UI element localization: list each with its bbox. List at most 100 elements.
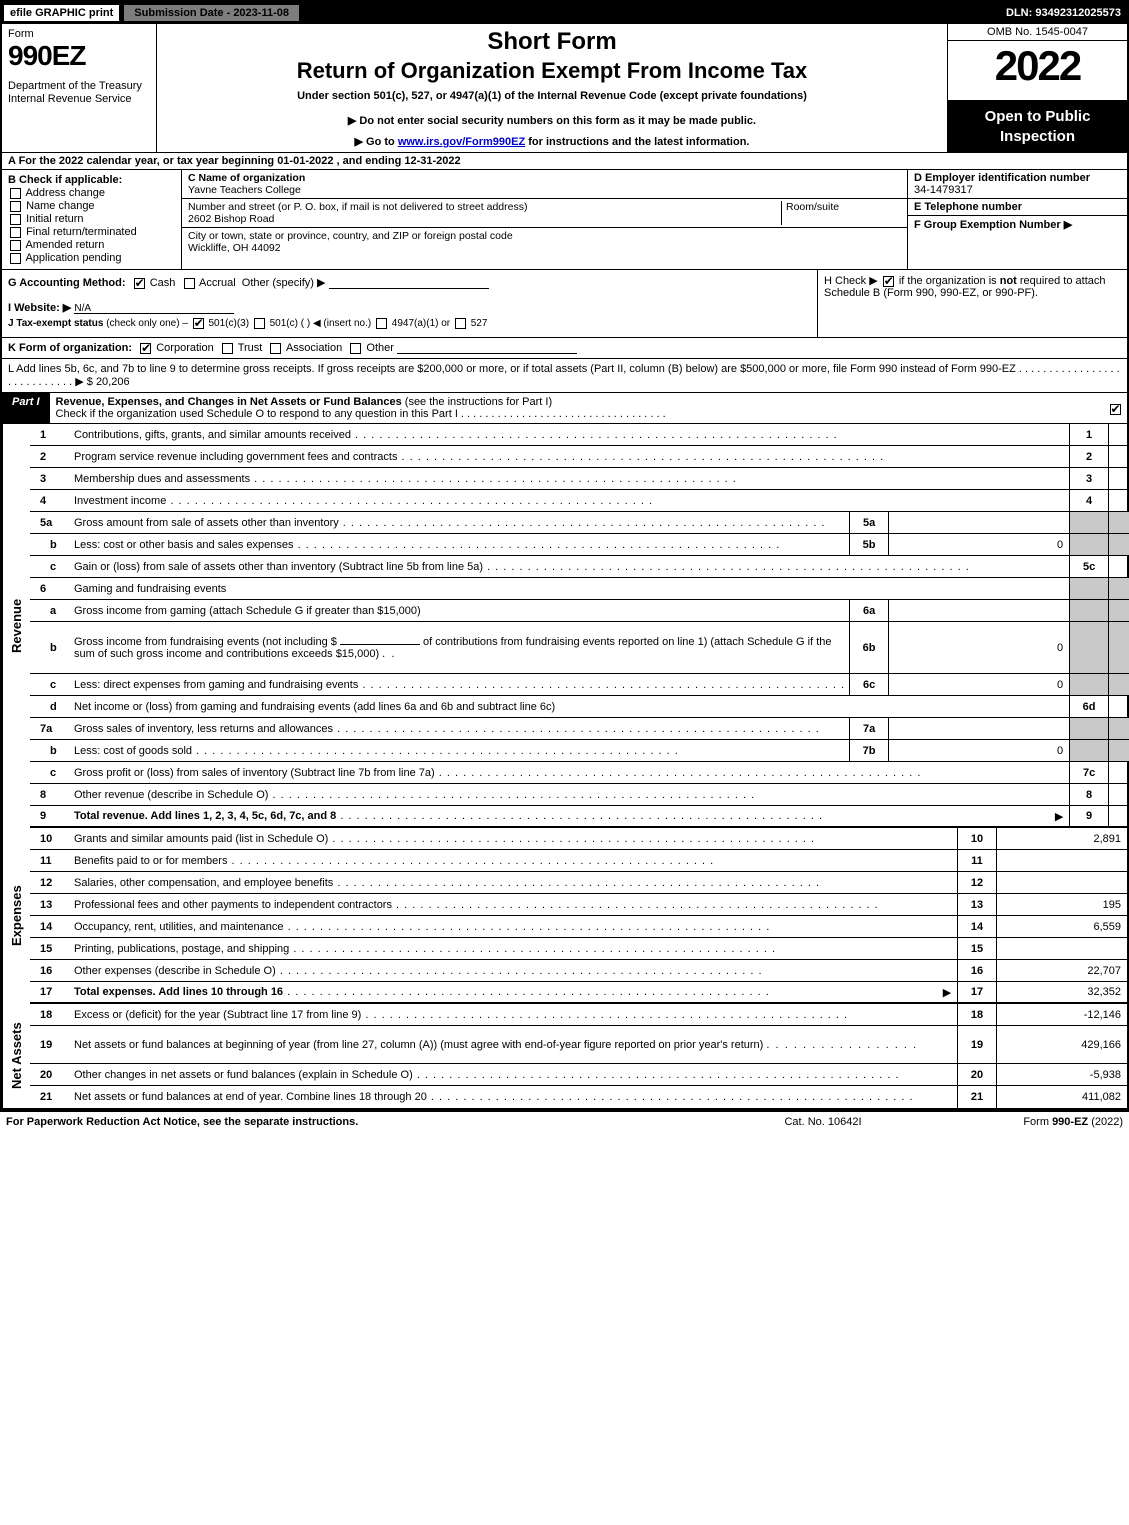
goto-note: ▶ Go to www.irs.gov/Form990EZ for instru…	[163, 135, 941, 148]
checkbox-4947-icon[interactable]	[376, 318, 387, 329]
b-header: B Check if applicable:	[8, 174, 175, 186]
line-6c: cLess: direct expenses from gaming and f…	[30, 674, 1129, 696]
org-city: Wickliffe, OH 44092	[188, 242, 281, 254]
section-c: C Name of organization Yavne Teachers Co…	[182, 170, 907, 269]
g-cash: Cash	[150, 277, 176, 289]
checkbox-icon[interactable]	[10, 214, 21, 225]
chk-final-return: Final return/terminated	[8, 226, 175, 238]
netassets-side-label: Net Assets	[2, 1004, 30, 1108]
footer-catno: Cat. No. 10642I	[723, 1116, 923, 1128]
l-value: 20,206	[96, 376, 130, 388]
j-label: J Tax-exempt status	[8, 318, 103, 329]
arrow-icon: ▶	[937, 986, 957, 999]
do-not-note: ▶ Do not enter social security numbers o…	[163, 114, 941, 127]
checkbox-trust-icon[interactable]	[222, 343, 233, 354]
department: Department of the Treasury Internal Reve…	[8, 80, 150, 106]
line-14: 14Occupancy, rent, utilities, and mainte…	[30, 916, 1127, 938]
part-i-check: Check if the organization used Schedule …	[56, 408, 1097, 420]
irs-link[interactable]: www.irs.gov/Form990EZ	[398, 136, 525, 148]
section-j: J Tax-exempt status (check only one) ‒ 5…	[8, 316, 811, 331]
checkbox-501c3-icon[interactable]	[193, 318, 204, 329]
c-name-label: C Name of organization	[188, 172, 305, 184]
c-room-label: Room/suite	[786, 201, 839, 213]
line-5a: 5aGross amount from sale of assets other…	[30, 512, 1129, 534]
checkbox-cash-icon[interactable]	[134, 278, 145, 289]
gh-row: G Accounting Method: Cash Accrual Other …	[2, 270, 1127, 338]
line-6d: dNet income or (loss) from gaming and fu…	[30, 696, 1129, 718]
c-name: C Name of organization Yavne Teachers Co…	[182, 170, 907, 199]
line-5b: bLess: cost or other basis and sales exp…	[30, 534, 1129, 556]
netassets-group: Net Assets 18Excess or (deficit) for the…	[2, 1004, 1127, 1110]
checkbox-527-icon[interactable]	[455, 318, 466, 329]
part-i-header: Part I Revenue, Expenses, and Changes in…	[2, 393, 1127, 424]
header-block: B Check if applicable: Address change Na…	[2, 170, 1127, 270]
checkbox-corp-icon[interactable]	[140, 343, 151, 354]
checkbox-h-icon[interactable]	[883, 276, 894, 287]
checkbox-icon[interactable]	[1110, 404, 1121, 415]
i-line: N/A	[74, 302, 234, 314]
line-7a: 7aGross sales of inventory, less returns…	[30, 718, 1129, 740]
part-i-tab: Part I	[2, 393, 50, 423]
line-1: 1Contributions, gifts, grants, and simil…	[30, 424, 1129, 446]
chk-address-change: Address change	[8, 187, 175, 199]
chk-initial-return: Initial return	[8, 213, 175, 225]
row-a: A For the 2022 calendar year, or tax yea…	[2, 153, 1127, 170]
checkbox-other-icon[interactable]	[350, 343, 361, 354]
ein-value: 34-1479317	[914, 184, 973, 196]
line-12: 12Salaries, other compensation, and empl…	[30, 872, 1127, 894]
line-18: 18Excess or (deficit) for the year (Subt…	[30, 1004, 1127, 1026]
goto-post: for instructions and the latest informat…	[525, 136, 749, 148]
g-other-line	[329, 277, 489, 289]
line-13: 13Professional fees and other payments t…	[30, 894, 1127, 916]
dln: DLN: 93492312025573	[1006, 7, 1127, 19]
e-label: E Telephone number	[914, 201, 1022, 213]
section-i: I Website: ▶ N/A	[8, 299, 811, 316]
section-h: H Check ▶ if the organization is not req…	[817, 270, 1127, 337]
part-i-title: Revenue, Expenses, and Changes in Net As…	[56, 396, 402, 408]
footer-left: For Paperwork Reduction Act Notice, see …	[6, 1116, 723, 1128]
line-15: 15Printing, publications, postage, and s…	[30, 938, 1127, 960]
checkbox-icon[interactable]	[10, 227, 21, 238]
line-16: 16Other expenses (describe in Schedule O…	[30, 960, 1127, 982]
efile-label: efile GRAPHIC print	[4, 5, 119, 21]
section-e: E Telephone number	[908, 199, 1127, 216]
form-word: Form	[8, 28, 150, 40]
checkbox-accrual-icon[interactable]	[184, 278, 195, 289]
h-txt2: if the organization is	[899, 275, 1000, 287]
arrow-icon: ▶	[1049, 810, 1069, 823]
k-other-line	[397, 342, 577, 354]
section-k: K Form of organization: Corporation Trus…	[2, 338, 1127, 359]
c-street-label: Number and street (or P. O. box, if mail…	[188, 201, 527, 213]
section-b: B Check if applicable: Address change Na…	[2, 170, 182, 269]
part-i-sub: (see the instructions for Part I)	[405, 396, 552, 408]
line-17: 17Total expenses. Add lines 10 through 1…	[30, 982, 1127, 1004]
checkbox-icon[interactable]	[10, 188, 21, 199]
checkbox-icon[interactable]	[10, 253, 21, 264]
omb-number: OMB No. 1545-0047	[948, 24, 1127, 41]
tax-year: 2022	[948, 41, 1127, 101]
f-label: F Group Exemption Number ▶	[914, 219, 1072, 231]
line-5c: cGain or (loss) from sale of assets othe…	[30, 556, 1129, 578]
line-19: 19Net assets or fund balances at beginni…	[30, 1026, 1127, 1064]
checkbox-501c-icon[interactable]	[254, 318, 265, 329]
line-4: 4Investment income4140	[30, 490, 1129, 512]
chk-name-change: Name change	[8, 200, 175, 212]
section-def: D Employer identification number 34-1479…	[907, 170, 1127, 269]
expenses-group: Expenses 10Grants and similar amounts pa…	[2, 828, 1127, 1004]
line-21: 21Net assets or fund balances at end of …	[30, 1086, 1127, 1108]
line-7b: bLess: cost of goods sold7b0	[30, 740, 1129, 762]
i-label: I Website: ▶	[8, 302, 71, 314]
open-to-public: Open to Public Inspection	[948, 101, 1127, 152]
k-label: K Form of organization:	[8, 342, 132, 354]
b-header-label: B Check if applicable:	[8, 174, 122, 186]
checkbox-icon[interactable]	[10, 240, 21, 251]
line-10: 10Grants and similar amounts paid (list …	[30, 828, 1127, 850]
j-sub: (check only one) ‒	[106, 318, 188, 329]
g-accrual: Accrual	[199, 277, 236, 289]
line-6b: bGross income from fundraising events (n…	[30, 622, 1129, 674]
c-city-label: City or town, state or province, country…	[188, 230, 513, 242]
under-section: Under section 501(c), 527, or 4947(a)(1)…	[163, 90, 941, 102]
line-8: 8Other revenue (describe in Schedule O)8	[30, 784, 1129, 806]
checkbox-assoc-icon[interactable]	[270, 343, 281, 354]
checkbox-icon[interactable]	[10, 201, 21, 212]
